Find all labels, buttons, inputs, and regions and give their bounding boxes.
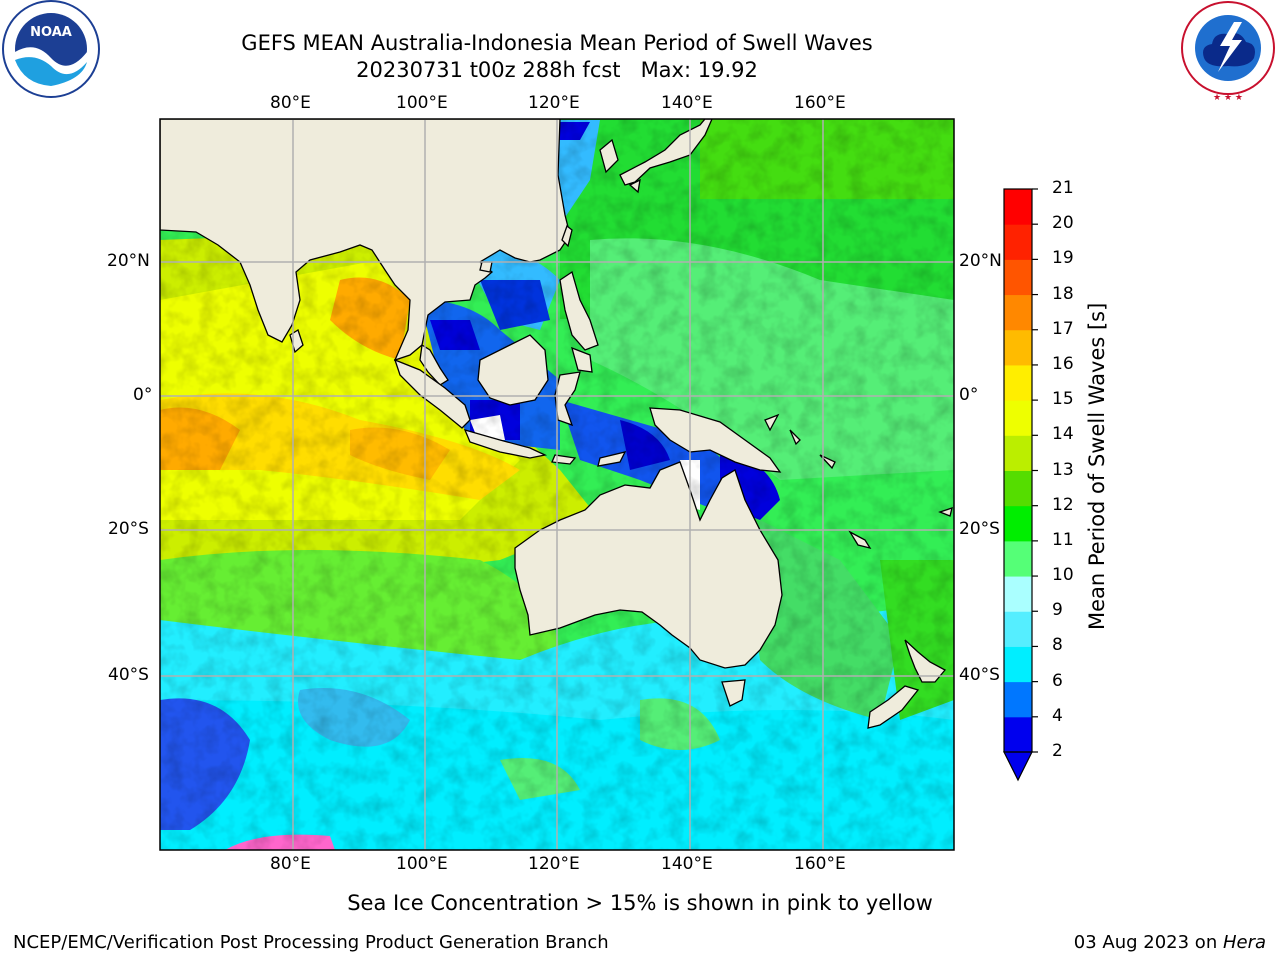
footer-host: Hera [1222, 932, 1266, 953]
colorbar-swatch [1004, 470, 1032, 507]
colorbar-tick-label: 11 [1052, 529, 1074, 550]
colorbar-extend-triangle [1003, 751, 1033, 782]
footer-date-text: 03 Aug 2023 on [1073, 932, 1223, 953]
colorbar-swatch [1004, 329, 1032, 366]
colorbar-tick-label: 21 [1052, 178, 1074, 198]
colorbar-tick-label: 12 [1052, 494, 1074, 515]
lon-label-bottom: 100°E [396, 854, 448, 874]
colorbar-swatch [1004, 364, 1032, 401]
colorbar-swatch [1004, 646, 1032, 683]
lon-label-top: 140°E [661, 93, 713, 113]
lat-label-left: 20°S [108, 519, 149, 539]
colorbar-swatch [1004, 189, 1032, 225]
colorbar-tick-label: 4 [1052, 705, 1063, 726]
colorbar-tick-label: 14 [1052, 424, 1074, 445]
colorbar-tick-label: 8 [1052, 635, 1063, 656]
footer-credit: NCEP/EMC/Verification Post Processing Pr… [13, 932, 609, 953]
svg-text:NOAA: NOAA [30, 25, 72, 40]
colorbar-swatch [1004, 435, 1032, 471]
colorbar-swatch [1004, 611, 1032, 647]
colorbar-tick-label: 20 [1052, 213, 1074, 234]
colorbar-tick-label: 17 [1052, 318, 1074, 339]
colorbar-title: Mean Period of Swell Waves [s] [1085, 302, 1109, 630]
noaa-logo-icon: NOAA [2, 0, 100, 98]
colorbar-tick-label: 2 [1052, 741, 1063, 761]
colorbar-swatch [1004, 294, 1032, 331]
colorbar-tick-label: 16 [1052, 353, 1074, 374]
colorbar-swatch [1004, 540, 1032, 577]
colorbar [1003, 188, 1038, 782]
chart-title-line1: GEFS MEAN Australia-Indonesia Mean Perio… [241, 31, 873, 55]
lat-label-right: 40°S [959, 665, 1000, 685]
colorbar-swatch [1004, 716, 1032, 753]
colorbar-tick-label: 13 [1052, 459, 1074, 480]
map-border [159, 118, 955, 851]
colorbar-swatch [1004, 259, 1032, 296]
lon-label-bottom: 160°E [794, 854, 846, 874]
colorbar-swatch [1004, 505, 1032, 542]
map-grid [160, 119, 954, 850]
colorbar-tick-label: 18 [1052, 283, 1074, 304]
lon-label-bottom: 140°E [661, 854, 713, 874]
lon-label-bottom: 120°E [528, 854, 580, 874]
colorbar-swatch [1004, 681, 1032, 718]
lat-label-right: 0° [959, 385, 979, 405]
lon-label-top: 80°E [270, 93, 311, 113]
lat-label-left: 40°S [108, 665, 149, 685]
colorbar-tick-label: 6 [1052, 670, 1063, 691]
colorbar-tick-label: 19 [1052, 248, 1074, 269]
chart-title-line2: 20230731 t00z 288h fcst Max: 19.92 [356, 58, 758, 82]
lat-label-left: 20°N [107, 251, 150, 271]
sea-ice-footnote: Sea Ice Concentration > 15% is shown in … [347, 891, 933, 915]
colorbar-swatch [1004, 224, 1032, 260]
land-masses [160, 119, 953, 729]
lat-label-left: 0° [133, 385, 153, 405]
colorbar-tick-label: 10 [1052, 565, 1074, 586]
svg-text:★ ★ ★: ★ ★ ★ [1213, 93, 1243, 103]
colorbar-swatch [1004, 400, 1032, 436]
footer-date: 03 Aug 2023 on Hera [1074, 932, 1266, 953]
nws-logo-icon: ★ ★ ★ [1181, 1, 1275, 103]
lon-label-top: 100°E [396, 93, 448, 113]
colorbar-swatch [1004, 576, 1032, 612]
lon-label-bottom: 80°E [270, 854, 311, 874]
lon-label-top: 120°E [528, 93, 580, 113]
lat-label-right: 20°S [959, 519, 1000, 539]
lat-label-right: 20°N [959, 251, 1002, 271]
colorbar-tick-label: 15 [1052, 389, 1074, 410]
colorbar-tick-label: 9 [1052, 600, 1063, 621]
lon-label-top: 160°E [794, 93, 846, 113]
